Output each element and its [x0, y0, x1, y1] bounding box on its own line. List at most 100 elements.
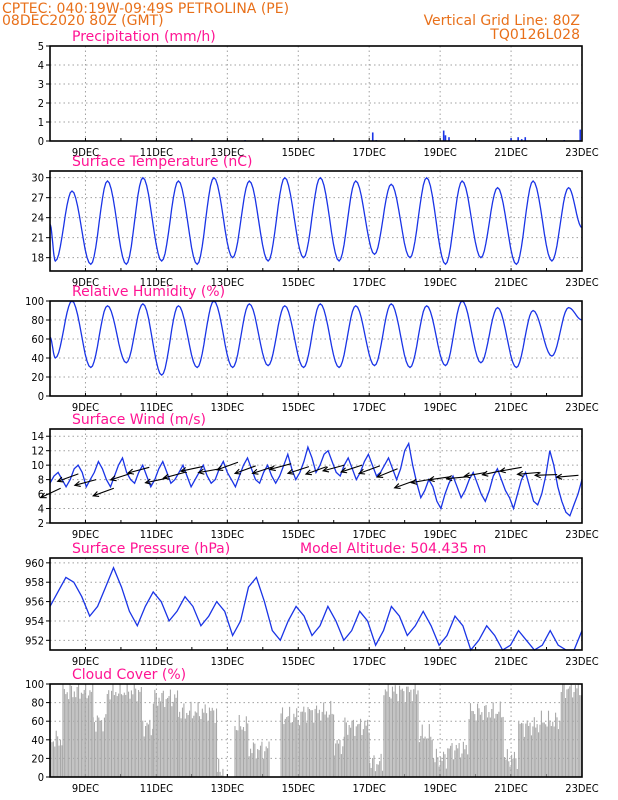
- cloud-bar: [452, 759, 455, 777]
- cloud-bar: [78, 684, 80, 777]
- cloud-bar: [530, 735, 533, 777]
- precip-bar: [520, 139, 523, 141]
- cloud-bar: [123, 692, 125, 777]
- cloud-bar: [286, 717, 288, 777]
- cloud-bar: [539, 724, 541, 777]
- y-tick-label: 1: [38, 116, 44, 129]
- cloud-bar: [442, 751, 445, 777]
- y-tick-label: 8: [38, 474, 44, 487]
- cloud-bar: [241, 729, 243, 777]
- cloud-bar: [181, 707, 184, 777]
- wind-vector-arrow: [269, 463, 292, 470]
- cloud-bar: [103, 717, 106, 777]
- cloud-bar: [396, 693, 398, 777]
- x-tick-label: 23DEC: [565, 782, 598, 795]
- cloud-bar: [55, 730, 57, 777]
- x-tick-label: 17DEC: [353, 401, 386, 414]
- y-tick-label: 80: [31, 697, 44, 710]
- cloud-bar: [300, 711, 302, 777]
- cloud-bar: [434, 762, 436, 777]
- precip-bar: [517, 137, 519, 141]
- cloud-bar: [355, 726, 357, 777]
- x-tick-label: 11DEC: [140, 782, 173, 795]
- cloud-bar: [542, 722, 544, 777]
- wind-frame: [49, 428, 583, 524]
- y-tick-label: 0: [38, 135, 44, 148]
- cloud-bar: [485, 705, 487, 777]
- cloud-bar: [486, 717, 489, 777]
- cloud-bar: [248, 756, 250, 777]
- cloud-bar: [234, 726, 236, 777]
- cloud-bar: [294, 717, 296, 777]
- cloud-bar: [283, 724, 285, 777]
- wind-vector-head: [39, 492, 47, 499]
- cloud-bar: [139, 691, 141, 777]
- cloud-bar: [155, 693, 157, 777]
- humidity-title: Relative Humidity (%): [72, 284, 225, 300]
- y-tick-label: 5: [38, 40, 44, 53]
- cloud-bar: [122, 695, 124, 777]
- cloud-bar: [416, 694, 418, 777]
- cloud-bar: [529, 722, 531, 777]
- wind-vector-head: [56, 476, 64, 483]
- cloud-bar: [86, 698, 88, 777]
- grid-line-note: Vertical Grid Line: 80Z: [424, 13, 580, 29]
- cloud-bar: [169, 689, 171, 777]
- x-tick-label: 15DEC: [282, 655, 315, 668]
- wind-vector-head: [251, 468, 259, 475]
- cloud-bar: [484, 705, 486, 777]
- cloud-bar: [152, 728, 154, 777]
- cloud-bar: [189, 710, 191, 777]
- cloud-bar: [408, 692, 411, 777]
- cloud-bar: [73, 691, 75, 777]
- cloud-bar: [174, 694, 176, 777]
- cloud-bar: [102, 731, 104, 777]
- y-tick-label: 956: [25, 596, 44, 609]
- cloud-bar: [337, 743, 340, 777]
- cloud-bar: [175, 697, 177, 777]
- y-tick-label: 24: [31, 212, 44, 225]
- x-tick-label: 13DEC: [211, 146, 244, 159]
- cloud-bar: [555, 712, 557, 777]
- cloud-bar: [61, 745, 63, 777]
- cloud-bar: [111, 690, 113, 777]
- cloud-bar: [191, 718, 193, 777]
- cloud-bar: [461, 753, 463, 777]
- cloud-bar: [264, 751, 266, 777]
- cloud-bar: [59, 739, 62, 777]
- wind-vector-arrow: [394, 479, 416, 489]
- cloud-bar: [109, 699, 111, 777]
- cloud-bar: [304, 712, 306, 777]
- y-tick-label: 80: [31, 314, 44, 327]
- cloud-bar: [540, 710, 542, 777]
- y-tick-label: 2: [38, 517, 44, 530]
- cloud-bar: [455, 744, 457, 777]
- cloud-bar: [251, 753, 253, 777]
- wind-vector-head: [481, 470, 489, 477]
- cloud-bar: [132, 694, 134, 777]
- x-tick-label: 19DEC: [423, 146, 456, 159]
- cloud-bar: [523, 736, 525, 777]
- cloud-bar: [79, 698, 81, 777]
- cloud-bar: [491, 708, 493, 777]
- cloud-bar: [553, 726, 555, 777]
- wind-vector-arrow: [57, 473, 79, 482]
- cloud-bar: [358, 723, 360, 777]
- y-tick-label: 4: [38, 59, 44, 72]
- y-tick-label: 20: [31, 752, 44, 765]
- pressure-panel: 952 954 956 958 960 9DEC 11DEC 13DEC 15DEC 17DEC 1…: [25, 541, 599, 668]
- cloud-bar: [93, 722, 96, 777]
- x-tick-label: 19DEC: [423, 655, 456, 668]
- x-tick-label: 9DEC: [72, 655, 99, 668]
- x-tick-label: 19DEC: [423, 528, 456, 541]
- x-tick-label: 15DEC: [282, 146, 315, 159]
- cloud-bar: [373, 755, 375, 777]
- cloud-bar: [51, 742, 53, 777]
- cloud-bar: [393, 691, 395, 777]
- x-tick-label: 11DEC: [140, 528, 173, 541]
- cloud-bar: [390, 698, 392, 777]
- cloud-bar: [306, 722, 308, 777]
- cloud-bar: [255, 758, 257, 777]
